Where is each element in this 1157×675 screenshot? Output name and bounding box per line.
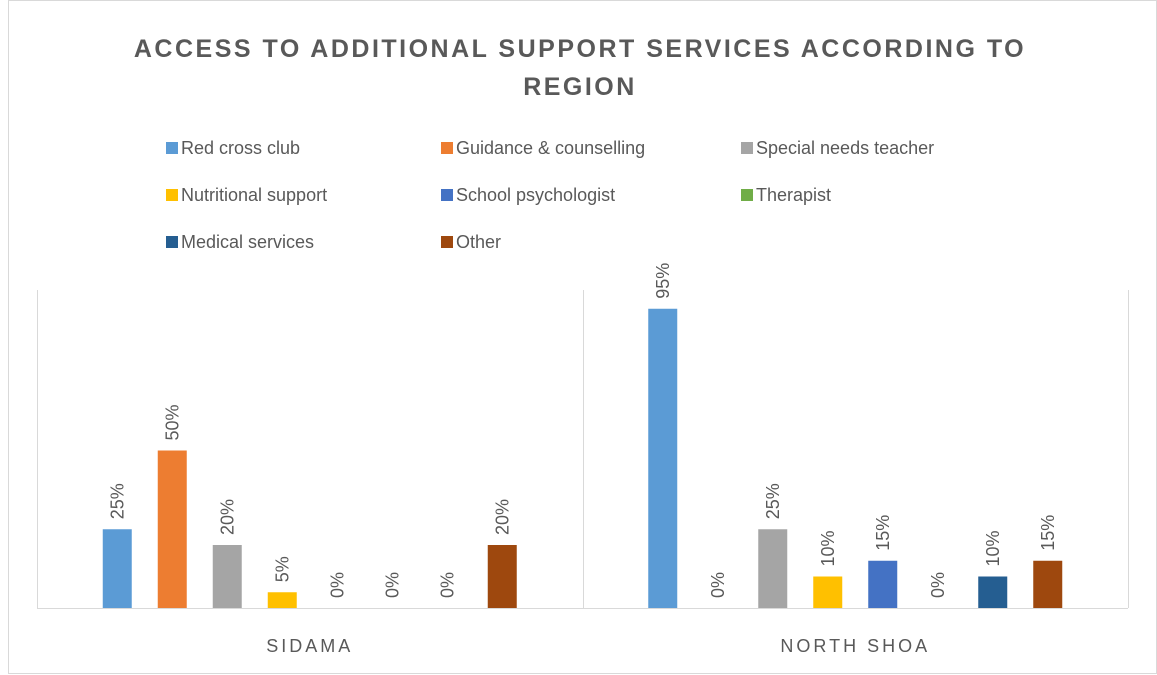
value-label: 0%	[327, 572, 347, 598]
bar	[648, 308, 678, 608]
value-label: 0%	[928, 572, 948, 598]
value-label: 95%	[653, 263, 673, 299]
value-label: 50%	[162, 404, 182, 440]
legend-swatch	[166, 189, 178, 201]
legend-label: School psychologist	[456, 185, 615, 205]
bar	[157, 450, 187, 608]
value-label: 25%	[763, 483, 783, 519]
x-tick-label: NORTH SHOA	[780, 636, 930, 656]
legend-label: Therapist	[756, 185, 831, 205]
bar	[267, 592, 297, 608]
bar	[487, 545, 517, 608]
value-label: 10%	[983, 530, 1003, 566]
legend-swatch	[741, 142, 753, 154]
value-label: 5%	[272, 556, 292, 582]
bar	[758, 529, 788, 608]
legend-label: Nutritional support	[181, 185, 327, 205]
value-label: 15%	[1038, 515, 1058, 551]
value-label: 25%	[107, 483, 127, 519]
legend-swatch	[441, 236, 453, 248]
legend-swatch	[441, 189, 453, 201]
bar	[212, 545, 242, 608]
value-label: 10%	[818, 530, 838, 566]
value-label: 15%	[873, 515, 893, 551]
legend-swatch	[166, 236, 178, 248]
bar	[813, 576, 843, 608]
value-label: 0%	[708, 572, 728, 598]
chart-title: ACCESS TO ADDITIONAL SUPPORT SERVICES AC…	[133, 35, 1027, 101]
legend-label: Guidance & counselling	[456, 138, 645, 158]
value-label: 0%	[382, 572, 402, 598]
legend-label: Other	[456, 232, 501, 252]
value-label: 20%	[217, 499, 237, 535]
legend-swatch	[166, 142, 178, 154]
bar	[978, 576, 1008, 608]
legend-label: Special needs teacher	[756, 138, 934, 158]
value-label: 0%	[437, 572, 457, 598]
value-label: 20%	[492, 499, 512, 535]
x-tick-label: SIDAMA	[266, 636, 353, 656]
bar	[102, 529, 132, 608]
legend-label: Red cross club	[181, 138, 300, 158]
legend-swatch	[741, 189, 753, 201]
legend-label: Medical services	[181, 232, 314, 252]
legend-swatch	[441, 142, 453, 154]
bar	[868, 560, 898, 608]
bar	[1033, 560, 1063, 608]
